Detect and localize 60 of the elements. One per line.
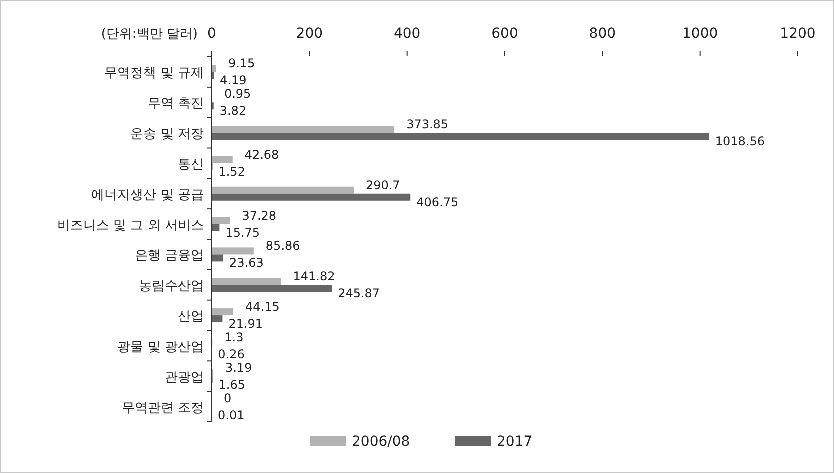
bar	[212, 254, 224, 262]
data-label: 15.75	[226, 226, 260, 240]
data-label: 245.87	[338, 286, 380, 301]
data-label: 44.15	[246, 300, 280, 314]
x-tick-label: 1200	[780, 26, 816, 42]
y-tick-label: 광물 및 광산업	[118, 340, 204, 355]
data-label: 37.28	[242, 208, 277, 223]
y-tick-label: 비즈니스 및 그 외 서비스	[57, 218, 204, 234]
data-label: 42.68	[244, 148, 280, 162]
data-label: 0.01	[218, 408, 245, 422]
y-tick-label: 무역관련 조정	[122, 400, 204, 416]
y-tick-label: 농림수산업	[139, 279, 204, 294]
y-tick-label: 무역정책 및 규제	[104, 66, 204, 82]
y-tick-label: 산업	[178, 310, 204, 325]
data-label: 1018.56	[715, 134, 766, 149]
y-tick-label: 은행 금융업	[134, 248, 204, 264]
data-label: 0.26	[218, 347, 245, 362]
bar	[212, 133, 710, 140]
data-label: 1.52	[218, 164, 246, 179]
bar	[212, 126, 395, 134]
x-tick-label: 800	[589, 26, 616, 42]
data-label: 406.75	[416, 195, 459, 210]
bar	[212, 224, 220, 232]
x-tick-label: 0	[208, 26, 216, 42]
data-label: 1.3	[224, 330, 244, 344]
data-label: 85.86	[266, 239, 300, 254]
data-label: 1.65	[218, 378, 246, 392]
data-label: 3.19	[226, 360, 252, 375]
y-tick-label: 운송 및 저장	[130, 127, 204, 142]
bar	[212, 316, 223, 323]
x-tick-label: 400	[394, 26, 421, 42]
bar	[212, 285, 332, 292]
data-label: 4.19	[220, 74, 247, 88]
bar	[212, 308, 234, 316]
legend-label: 2017	[497, 434, 533, 450]
y-tick-label: 관광업	[165, 370, 204, 386]
bar	[212, 278, 282, 286]
y-tick-label: 무역 촉진	[148, 96, 204, 112]
y-tick-label: 통신	[178, 157, 204, 172]
data-label: 373.85	[406, 118, 449, 132]
x-tick-label: 1000	[682, 26, 718, 42]
bar	[212, 65, 216, 72]
x-tick-label: 600	[492, 26, 518, 42]
data-label: 23.63	[230, 256, 264, 270]
data-label: 21.91	[228, 317, 264, 332]
x-tick-label: 200	[296, 26, 324, 42]
bar	[212, 186, 354, 194]
bar	[212, 217, 230, 224]
bar	[212, 156, 233, 164]
data-label: 9.15	[228, 56, 256, 71]
data-label: 0.95	[224, 87, 252, 102]
data-label: 0	[224, 391, 232, 406]
data-label: 3.82	[220, 104, 247, 118]
data-label: 141.82	[293, 270, 336, 284]
bar	[212, 248, 254, 255]
y-tick-label: 에너지생산 및 공급	[92, 188, 204, 203]
data-label: 290.7	[366, 178, 400, 192]
bar	[212, 194, 411, 201]
legend-label: 2006/08	[352, 434, 410, 450]
x-axis-title: (단위:백만 달러)	[101, 27, 198, 42]
